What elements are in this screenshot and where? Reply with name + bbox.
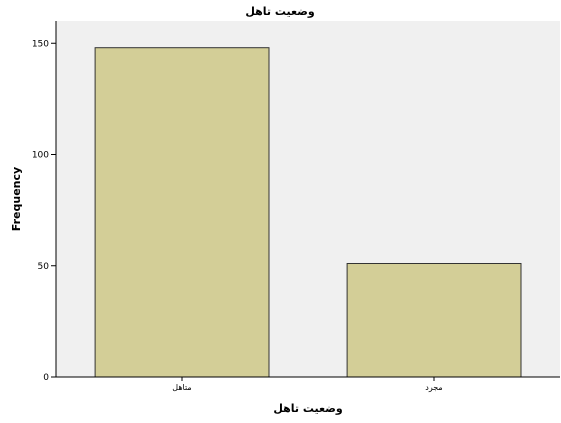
y-tick-label: 50 [38,262,50,272]
chart-title: وضعیت تاهل [245,5,315,18]
x-tick-label: مجرد [425,383,442,392]
y-tick-label: 0 [43,373,49,383]
bar-2 [346,263,522,378]
x-axis-title: وضعیت تاهل [273,402,343,415]
y-tick-label: 150 [32,39,49,49]
bars-group [94,47,522,378]
bar-1 [94,47,270,378]
y-axis-ticks: 0 50 100 150 [32,39,56,383]
x-axis-ticks: متاهل مجرد [172,377,443,392]
y-tick-label: 100 [32,151,49,161]
x-tick-label: متاهل [172,383,191,392]
y-axis-title: Frequency [10,167,23,231]
